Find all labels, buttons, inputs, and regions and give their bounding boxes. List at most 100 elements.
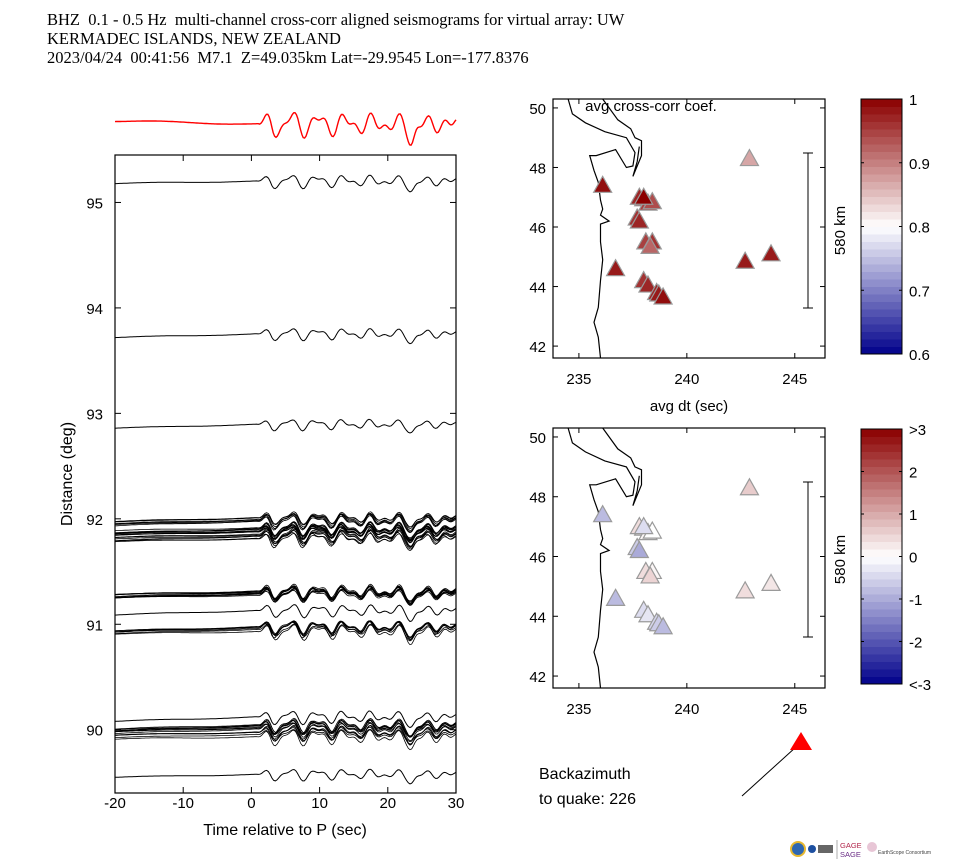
- seismogram-trace: [114, 725, 457, 746]
- seismogram-trace: [114, 532, 457, 550]
- station-marker-icon: [761, 573, 782, 592]
- map-y-tick-label: 50: [529, 430, 546, 447]
- colorbar-segment: [861, 429, 902, 437]
- colorbar-segment: [861, 451, 902, 460]
- colorbar-segment: [861, 196, 902, 205]
- seismogram-trace: [114, 589, 457, 606]
- map-y-tick-label: 50: [529, 101, 546, 118]
- colorbar-segment: [861, 174, 902, 182]
- colorbar-segment: [861, 571, 902, 580]
- map-y-tick-label: 48: [529, 160, 546, 177]
- map-y-tick-label: 46: [529, 220, 546, 237]
- cross-corr-map-panel: 235 240 245 42 44 46 48 50 580 km 0.6 0.7 0.8 0.9 1: [529, 92, 930, 388]
- station-marker-icon: [633, 516, 654, 535]
- seismogram-trace: [115, 515, 457, 533]
- colorbar-segment: [861, 159, 902, 167]
- coastline: [567, 428, 636, 688]
- colorbar-segment: [861, 219, 902, 227]
- map-y-tick-label: 42: [529, 669, 546, 686]
- colorbar-segment: [861, 504, 902, 512]
- colorbar-tick-label: -2: [909, 635, 922, 652]
- colorbar-segment: [861, 496, 902, 505]
- seismogram-trace: [114, 717, 457, 738]
- colorbar-segment: [861, 204, 902, 212]
- map-x-tick-label: 235: [566, 701, 591, 718]
- seismogram-trace: [114, 710, 457, 729]
- y-tick-label: 94: [86, 301, 103, 318]
- colorbar-segment: [861, 661, 902, 670]
- colorbar-segment: [861, 466, 902, 475]
- seismogram-trace: [114, 523, 457, 539]
- sage-logo-text: SAGE: [840, 850, 861, 859]
- doe-logo-icon: [818, 845, 833, 853]
- colorbar-tick-label: 1: [909, 507, 917, 524]
- x-tick-label: -10: [172, 795, 194, 812]
- quake-direction-marker-icon: [790, 732, 812, 750]
- seismogram-trace: [115, 174, 457, 193]
- backazimuth-value: to quake: 226: [539, 791, 636, 808]
- x-tick-label: 10: [311, 795, 328, 812]
- earthscope-logo-text: EarthScope Consortium: [878, 850, 931, 856]
- nasa-logo-icon: [808, 845, 816, 853]
- station-marker-icon: [592, 504, 613, 523]
- map-y-tick-label: 46: [529, 550, 546, 567]
- colorbar-segment: [861, 301, 902, 310]
- y-axis-label: Distance (deg): [59, 422, 76, 526]
- seismogram-trace: [114, 729, 457, 745]
- map-x-tick-label: 240: [674, 371, 699, 388]
- colorbar-segment: [861, 459, 902, 467]
- plot-title-region: KERMADEC ISLANDS, NEW ZEALAND: [47, 29, 341, 48]
- sponsor-logos: GAGE SAGE EarthScope Consortium: [790, 840, 931, 859]
- seismogram-trace: [114, 604, 457, 623]
- colorbar-segment: [861, 444, 902, 452]
- station-marker-icon: [633, 187, 654, 205]
- colorbar-segment: [861, 234, 902, 242]
- seismogram-trace: [114, 328, 457, 345]
- colorbar-segment: [861, 669, 902, 677]
- colorbar-segment: [861, 489, 902, 497]
- seismogram-trace: [114, 720, 457, 738]
- colorbar-segment: [861, 114, 902, 122]
- colorbar-segment: [861, 309, 902, 317]
- station-marker-icon: [735, 251, 756, 269]
- scale-bar-label: 580 km: [832, 535, 849, 584]
- colorbar-segment: [861, 324, 902, 332]
- colorbar-segment: [861, 144, 902, 152]
- seismogram-trace: [115, 527, 457, 548]
- colorbar-segment: [861, 654, 902, 662]
- colorbar-tick-label: <-3: [909, 677, 931, 694]
- colorbar-segment: [861, 99, 902, 107]
- x-tick-label: 20: [379, 795, 396, 812]
- colorbar-tick-label: 0.6: [909, 347, 930, 364]
- colorbar-tick-label: 0.8: [909, 220, 930, 237]
- seismogram-trace: [114, 513, 457, 533]
- colorbar-tick-label: 0.7: [909, 283, 930, 300]
- colorbar-segment: [861, 541, 902, 550]
- seismogram-trace: [114, 583, 457, 605]
- colorbar-segment: [861, 564, 902, 572]
- scale-bar-label: 580 km: [832, 206, 849, 255]
- colorbar-segment: [861, 609, 902, 617]
- seismogram-frame: [114, 154, 457, 794]
- station-marker-icon: [761, 243, 782, 262]
- gage-logo-text: GAGE: [840, 841, 862, 850]
- colorbar-segment: [861, 631, 902, 640]
- colorbar-segment: [861, 286, 902, 295]
- colorbar-segment: [861, 136, 902, 145]
- station-marker-icon: [592, 175, 613, 193]
- map-y-tick-label: 42: [529, 339, 546, 356]
- colorbar-segment: [861, 519, 902, 527]
- map-title-cross-corr: avg cross-corr coef.: [585, 98, 717, 115]
- x-tick-label: -20: [104, 795, 126, 812]
- colorbar-segment: [861, 556, 902, 565]
- x-tick-label: 30: [448, 795, 465, 812]
- station-marker-icon: [637, 274, 659, 293]
- seismogram-trace: [114, 729, 457, 751]
- colorbar-segment: [861, 331, 902, 340]
- colorbar-segment: [861, 189, 902, 197]
- earthscope-logo-icon: [867, 842, 877, 852]
- stacked-beam-trace: [114, 111, 457, 147]
- y-tick-label: 95: [86, 195, 103, 212]
- seismogram-trace: [114, 623, 457, 641]
